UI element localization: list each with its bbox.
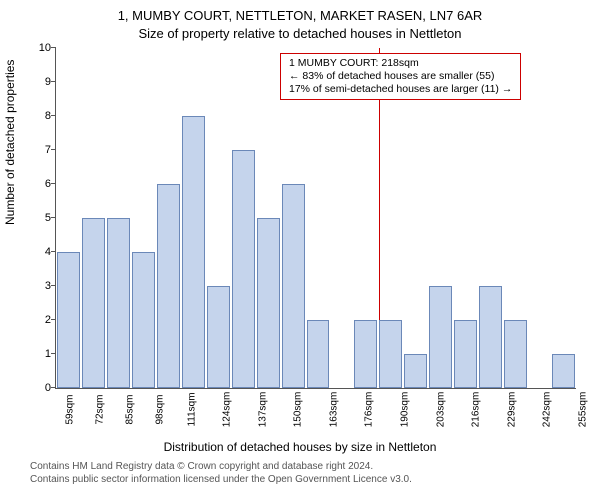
x-tick-label: 216sqm — [458, 390, 494, 440]
x-tick-label: 137sqm — [245, 390, 281, 440]
bar — [504, 320, 527, 388]
x-tick-label: 242sqm — [529, 390, 565, 440]
y-tick-label: 9 — [31, 76, 51, 88]
title-main: 1, MUMBY COURT, NETTLETON, MARKET RASEN,… — [0, 8, 600, 23]
x-tick-label: 190sqm — [387, 390, 423, 440]
x-tick-label: 72sqm — [85, 390, 115, 440]
y-tick-label: 7 — [31, 144, 51, 156]
bar — [57, 252, 80, 388]
x-tick-label: 229sqm — [494, 390, 530, 440]
bar — [354, 320, 377, 388]
bar — [257, 218, 280, 388]
x-tick-label: 98sqm — [145, 390, 175, 440]
y-tick-label: 5 — [31, 212, 51, 224]
footer-line1: Contains HM Land Registry data © Crown c… — [30, 460, 412, 473]
y-tick-label: 8 — [31, 110, 51, 122]
bar — [379, 320, 402, 388]
bar — [207, 286, 230, 388]
x-tick-label: 163sqm — [316, 390, 352, 440]
bar — [82, 218, 105, 388]
x-tick-label: 176sqm — [351, 390, 387, 440]
x-ticks: 59sqm72sqm85sqm98sqm111sqm124sqm137sqm15… — [55, 390, 575, 440]
annotation-line1: 1 MUMBY COURT: 218sqm — [289, 57, 512, 70]
bar — [307, 320, 330, 388]
bar — [182, 116, 205, 388]
bar — [232, 150, 255, 388]
x-tick-label: 124sqm — [209, 390, 245, 440]
y-tick-label: 3 — [31, 280, 51, 292]
footer-line2: Contains public sector information licen… — [30, 473, 412, 486]
x-tick-label: 59sqm — [55, 390, 85, 440]
bar — [552, 354, 575, 388]
annotation-box: 1 MUMBY COURT: 218sqm ← 83% of detached … — [280, 53, 521, 100]
y-tick-label: 6 — [31, 178, 51, 190]
bar — [454, 320, 477, 388]
annotation-line2: ← 83% of detached houses are smaller (55… — [289, 70, 512, 83]
annotation-line3: 17% of semi-detached houses are larger (… — [289, 83, 512, 96]
bar — [132, 252, 155, 388]
chart-area: 012345678910 1 MUMBY COURT: 218sqm ← 83%… — [55, 48, 575, 388]
y-tick-label: 2 — [31, 314, 51, 326]
x-tick-label: 111sqm — [175, 390, 209, 440]
footer: Contains HM Land Registry data © Crown c… — [30, 460, 412, 486]
bar — [157, 184, 180, 388]
y-tick-label: 4 — [31, 246, 51, 258]
bar — [107, 218, 130, 388]
y-tick-label: 0 — [31, 382, 51, 394]
x-tick-label: 255sqm — [565, 390, 600, 440]
bar — [429, 286, 452, 388]
x-tick-label: 203sqm — [423, 390, 459, 440]
y-tick-label: 1 — [31, 348, 51, 360]
title-sub: Size of property relative to detached ho… — [0, 26, 600, 41]
bar — [479, 286, 502, 388]
bar — [404, 354, 427, 388]
x-axis-label: Distribution of detached houses by size … — [0, 440, 600, 454]
plot: 012345678910 1 MUMBY COURT: 218sqm ← 83%… — [55, 48, 576, 389]
y-tick-label: 10 — [31, 42, 51, 54]
x-tick-label: 85sqm — [115, 390, 145, 440]
bar — [282, 184, 305, 388]
x-tick-label: 150sqm — [280, 390, 316, 440]
y-axis-label: Number of detached properties — [3, 60, 17, 225]
